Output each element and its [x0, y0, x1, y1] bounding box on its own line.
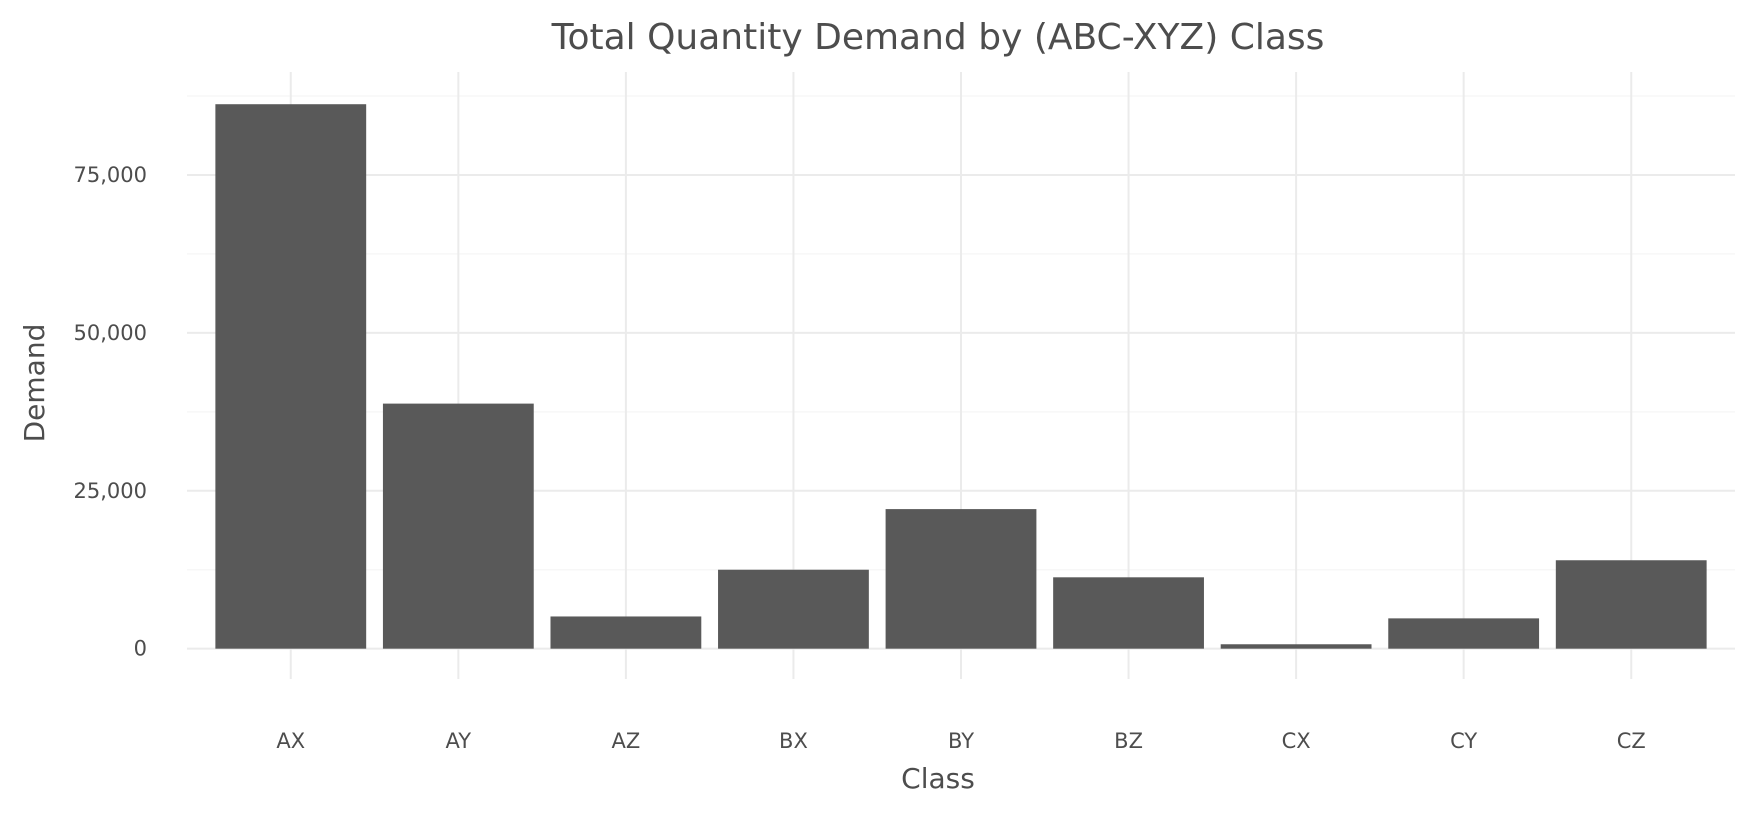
y-tick-label: 25,000	[74, 479, 147, 503]
bar-cz	[1555, 560, 1707, 649]
y-tick-label: 0	[134, 637, 147, 661]
bar-cx	[1220, 644, 1372, 649]
chart-title: Total Quantity Demand by (ABC-XYZ) Class	[551, 17, 1325, 58]
x-tick-label: CZ	[1617, 729, 1646, 753]
y-tick-label: 75,000	[74, 163, 147, 187]
x-tick-label: AY	[446, 729, 472, 753]
bar-bx	[718, 569, 869, 649]
x-axis-ticks: AX AY AZ BX BY BZ CX CY CZ	[276, 729, 1645, 753]
bar-az	[550, 616, 702, 649]
x-tick-label: BZ	[1114, 729, 1143, 753]
y-tick-label: 50,000	[74, 321, 147, 345]
x-tick-label: BX	[779, 729, 808, 753]
x-tick-label: AX	[276, 729, 305, 753]
bar-ay	[382, 403, 534, 649]
x-tick-label: CY	[1450, 729, 1477, 753]
x-axis-title: Class	[901, 762, 975, 795]
y-axis-ticks: 0 25,000 50,000 75,000	[74, 163, 147, 661]
bar-cy	[1388, 618, 1540, 649]
bars	[215, 104, 1707, 649]
y-axis-title: Demand	[18, 324, 51, 443]
x-tick-label: CX	[1282, 729, 1311, 753]
x-tick-label: BY	[948, 729, 974, 753]
bar-by	[885, 509, 1037, 649]
bar-ax	[215, 104, 367, 649]
bar-bz	[1053, 577, 1204, 649]
x-tick-label: AZ	[612, 729, 641, 753]
